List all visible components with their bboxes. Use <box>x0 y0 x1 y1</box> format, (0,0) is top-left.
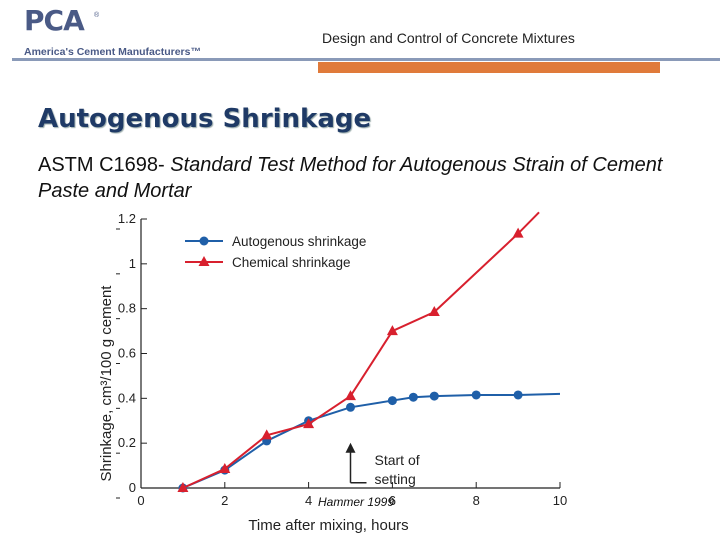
setting-arrow-head <box>345 442 356 453</box>
x-tick-label: 2 <box>221 493 228 508</box>
series-line-autogenous <box>182 392 561 489</box>
data-point-autogenous <box>471 390 481 400</box>
x-tick-label: 4 <box>305 493 312 508</box>
data-point-chemical <box>219 462 231 473</box>
logo-tagline: America's Cement Manufacturers™ <box>24 46 201 58</box>
x-tick-label: 10 <box>553 493 567 508</box>
legend-label: Autogenous shrinkage <box>232 234 366 249</box>
x-axis-label: Time after mixing, hours <box>248 517 408 534</box>
data-point-autogenous <box>387 396 397 406</box>
subtitle-description: Standard Test Method for Autogenous Stra… <box>38 154 663 202</box>
x-tick-label: 0 <box>137 493 144 508</box>
header-rule <box>12 58 720 61</box>
data-point-autogenous <box>429 391 439 401</box>
data-point-chemical <box>428 306 440 317</box>
subtitle-standard: ASTM C1698- <box>38 154 171 176</box>
y-tick-label: 0.2 <box>118 435 136 450</box>
data-point-autogenous <box>408 392 418 402</box>
data-point-chemical <box>177 482 189 492</box>
x-tick-label: 8 <box>473 493 480 508</box>
citation: Hammer 1999 <box>318 495 395 509</box>
logo-wordmark: PCA <box>24 4 85 37</box>
annotation-label: Start of <box>375 452 420 468</box>
data-point-chemical <box>261 429 273 440</box>
slide-subtitle: ASTM C1698- Standard Test Method for Aut… <box>38 152 678 204</box>
data-point-chemical <box>512 227 524 238</box>
y-tick-label: 0.8 <box>118 301 136 316</box>
pca-logo: PCA ® America's Cement Manufacturers™ <box>24 4 201 58</box>
series-line-chemical <box>182 211 540 489</box>
annotation-label: setting <box>375 471 416 487</box>
data-point-chemical <box>303 418 315 429</box>
y-tick-label: 1.2 <box>118 211 136 226</box>
y-tick-label: 0.4 <box>118 390 136 405</box>
y-tick-label: 1 <box>129 256 136 271</box>
y-tick-label: 0.6 <box>118 346 136 361</box>
y-axis-label: Shrinkage, cm³/100 g cement <box>98 285 115 482</box>
data-point-chemical <box>386 325 398 336</box>
setting-arrow <box>349 450 367 484</box>
accent-bar <box>318 62 660 73</box>
data-point-autogenous <box>513 390 523 400</box>
data-point-chemical <box>345 390 356 401</box>
legend-marker <box>198 256 210 266</box>
x-tick-label: 6 <box>389 493 396 508</box>
y-tick-label: 0 <box>129 480 136 495</box>
data-point-autogenous <box>346 402 355 412</box>
legend-label: Chemical shrinkage <box>232 255 351 270</box>
header-title: Design and Control of Concrete Mixtures <box>322 30 575 46</box>
logo-registered-mark: ® <box>94 12 100 19</box>
shrinkage-chart: 0 0.2 0.4 0.6 0.8 1 1.2 0 2 4 6 8 10 Time after mixin… <box>98 211 567 534</box>
legend-marker <box>199 236 209 246</box>
slide-title: Autogenous Shrinkage <box>38 104 372 134</box>
